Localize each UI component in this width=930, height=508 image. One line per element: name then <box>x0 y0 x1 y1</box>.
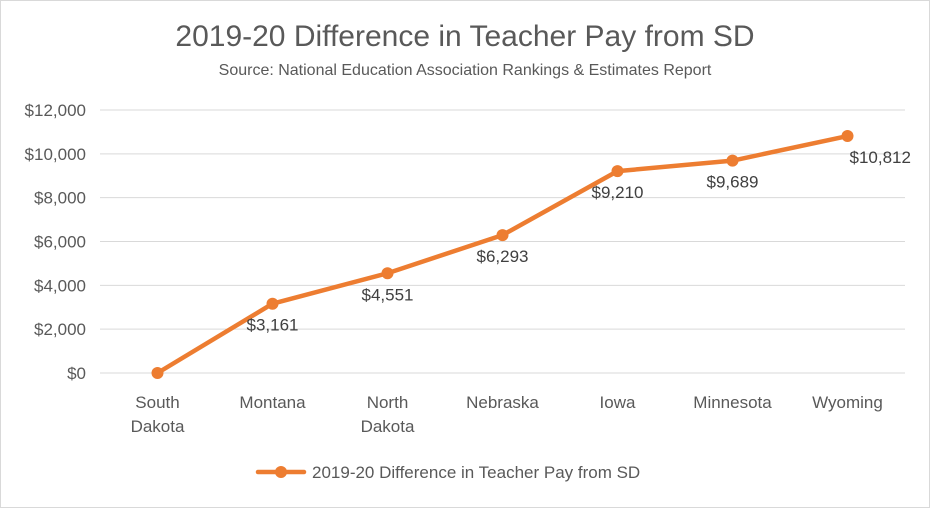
x-tick-label: Wyoming <box>812 393 883 412</box>
data-label: $3,161 <box>247 316 299 335</box>
data-point <box>266 297 279 310</box>
y-tick-label: $6,000 <box>34 233 86 252</box>
data-point <box>496 229 509 242</box>
x-tick-label: Iowa <box>600 393 636 412</box>
chart-subtitle: Source: National Education Association R… <box>218 62 712 79</box>
data-point <box>611 165 624 178</box>
data-label: $9,689 <box>707 173 759 192</box>
y-tick-label: $10,000 <box>25 145 86 164</box>
y-tick-label: $0 <box>67 364 86 383</box>
data-label: $10,812 <box>850 148 911 167</box>
y-tick-label: $2,000 <box>34 320 86 339</box>
x-tick-label: North <box>367 393 409 412</box>
data-label: $9,210 <box>592 183 644 202</box>
legend-label: 2019-20 Difference in Teacher Pay from S… <box>312 463 640 482</box>
y-tick-label: $12,000 <box>25 101 86 120</box>
data-point <box>381 267 394 280</box>
y-tick-label: $4,000 <box>34 276 86 295</box>
data-point <box>841 130 854 143</box>
x-tick-label: Minnesota <box>693 393 772 412</box>
data-label: $4,551 <box>362 285 414 304</box>
data-label: $6,293 <box>477 247 529 266</box>
legend-marker <box>275 466 287 478</box>
x-tick-label: Dakota <box>361 417 415 436</box>
data-point <box>726 154 739 167</box>
x-tick-label: Nebraska <box>466 393 539 412</box>
x-tick-label: Montana <box>239 393 306 412</box>
chart-title: 2019-20 Difference in Teacher Pay from S… <box>175 20 755 53</box>
x-tick-label: Dakota <box>131 417 185 436</box>
y-tick-label: $8,000 <box>34 189 86 208</box>
x-tick-label: South <box>135 393 179 412</box>
data-point <box>151 367 164 379</box>
